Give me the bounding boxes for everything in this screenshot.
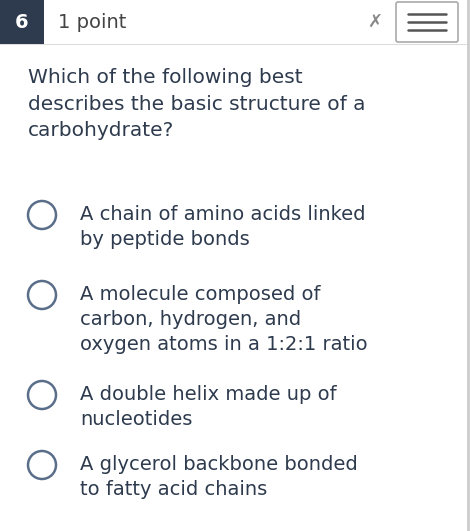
FancyBboxPatch shape (396, 2, 458, 42)
Text: ✗: ✗ (368, 13, 383, 31)
Text: A molecule composed of
carbon, hydrogen, and
oxygen atoms in a 1:2:1 ratio: A molecule composed of carbon, hydrogen,… (80, 285, 368, 354)
FancyBboxPatch shape (0, 0, 470, 44)
Text: Which of the following best
describes the basic structure of a
carbohydrate?: Which of the following best describes th… (28, 68, 366, 140)
Text: A chain of amino acids linked
by peptide bonds: A chain of amino acids linked by peptide… (80, 205, 366, 249)
Text: A double helix made up of
nucleotides: A double helix made up of nucleotides (80, 385, 337, 429)
Text: 6: 6 (15, 13, 29, 31)
Text: A glycerol backbone bonded
to fatty acid chains: A glycerol backbone bonded to fatty acid… (80, 455, 358, 499)
FancyBboxPatch shape (0, 0, 44, 44)
Text: 1 point: 1 point (58, 13, 126, 31)
